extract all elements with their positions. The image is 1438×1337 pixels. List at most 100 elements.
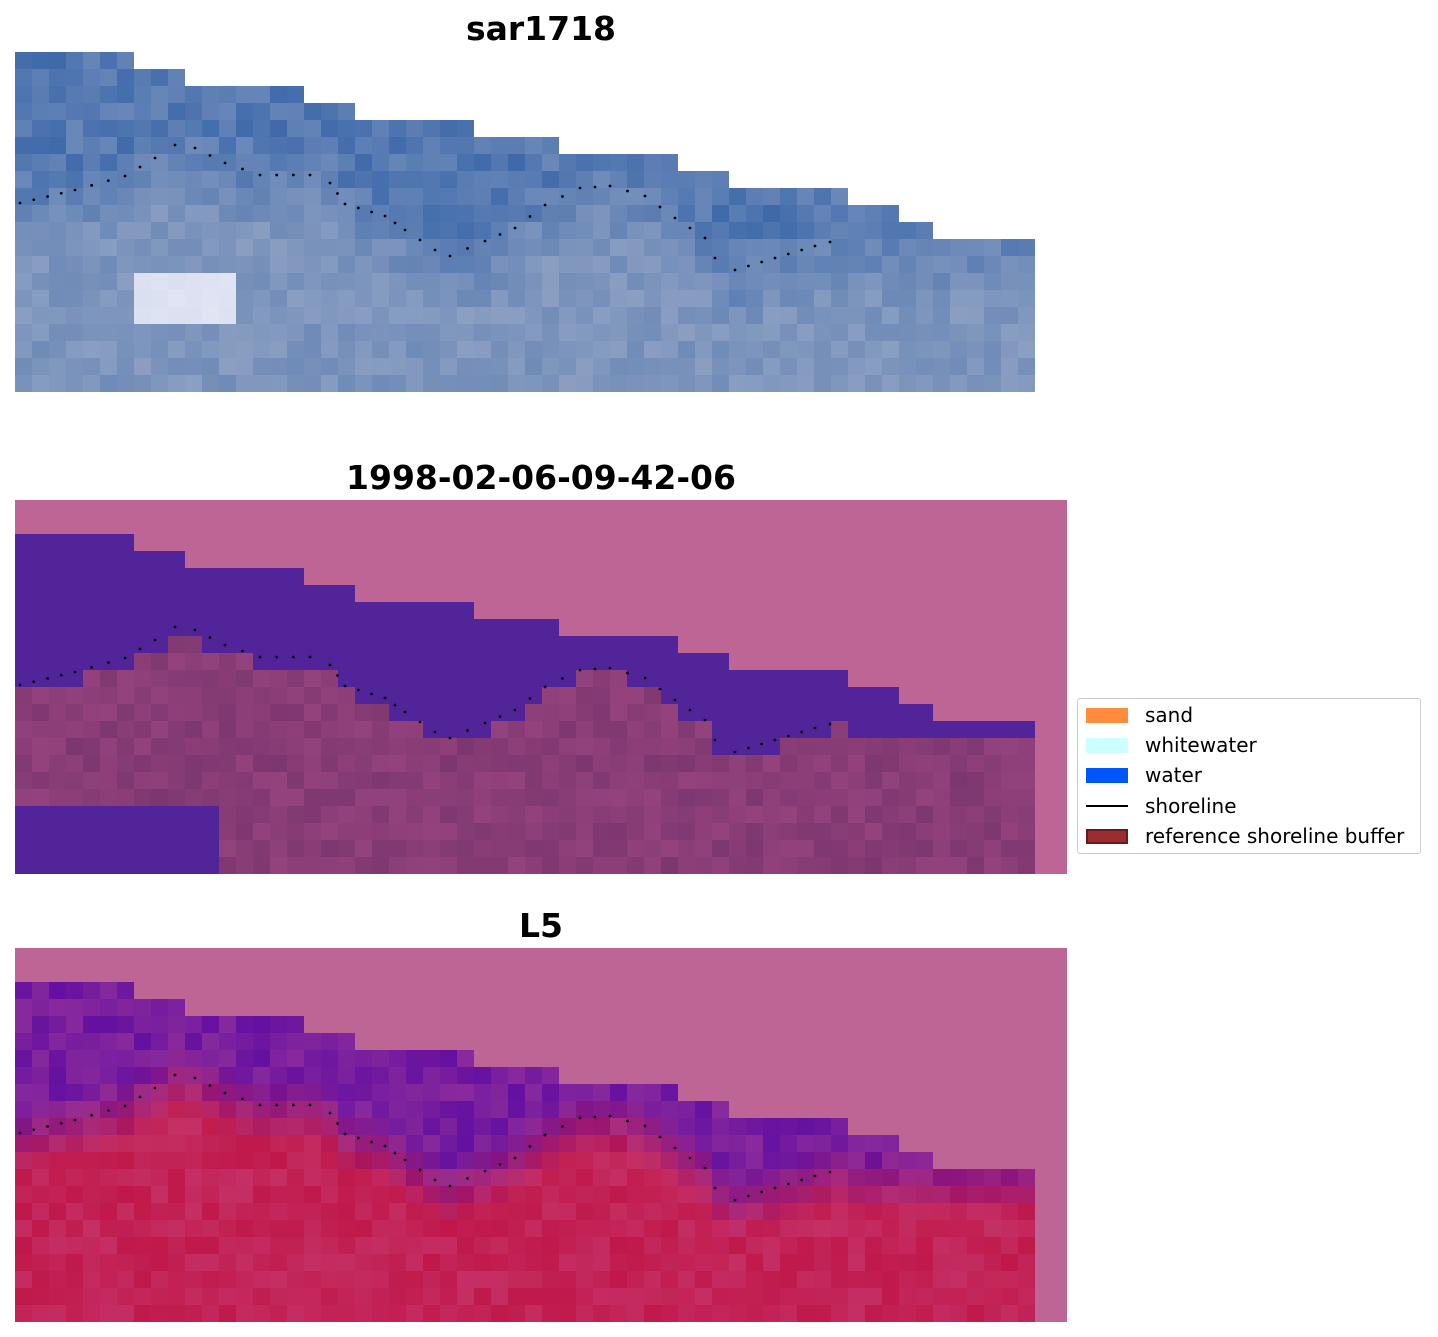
pixel [287,273,304,290]
pixel [15,222,32,239]
pixel [440,171,457,188]
pixel [287,738,304,755]
pixel [882,358,899,375]
pixel [49,1118,66,1135]
pixel [814,857,831,874]
pixel [882,290,899,307]
pixel [338,857,355,874]
shoreline-point [403,710,407,714]
pixel [117,772,134,789]
pixel [66,341,83,358]
pixel [32,290,49,307]
legend-item-water: water [1086,763,1202,787]
pixel [219,619,236,636]
pixel [219,341,236,358]
pixel [644,1118,661,1135]
pixel [355,755,372,772]
pixel [457,1101,474,1118]
pixel [593,188,610,205]
pixel [491,205,508,222]
pixel [134,324,151,341]
pixel [406,857,423,874]
pixel [66,52,83,69]
pixel [15,103,32,120]
pixel [219,857,236,874]
pixel [814,755,831,772]
shoreline-point [123,174,127,178]
pixel [508,653,525,670]
pixel [372,256,389,273]
pixel [287,137,304,154]
pixel [865,1220,882,1237]
pixel [134,823,151,840]
pixel [1018,755,1035,772]
pixel [355,137,372,154]
pixel [32,1101,49,1118]
pixel [746,721,763,738]
shoreline-point [328,181,332,185]
pixel [168,840,185,857]
pixel [321,103,338,120]
pixel [15,154,32,171]
pixel [372,806,389,823]
legend-label: water [1145,763,1202,787]
pixel [15,1050,32,1067]
pixel [372,704,389,721]
pixel [185,1220,202,1237]
pixel [559,358,576,375]
pixel [253,772,270,789]
pixel [32,52,49,69]
pixel [270,1254,287,1271]
pixel [168,273,185,290]
pixel [423,375,440,392]
pixel [712,341,729,358]
pixel [661,1237,678,1254]
pixel [899,1254,916,1271]
pixel [32,602,49,619]
pixel [780,1118,797,1135]
pixel [287,789,304,806]
pixel [134,1033,151,1050]
pixel [32,307,49,324]
pixel [287,307,304,324]
pixel [372,1288,389,1305]
pixel [899,823,916,840]
pixel [66,1050,83,1067]
pixel [304,273,321,290]
pixel [967,239,984,256]
pixel [270,857,287,874]
pixel [1018,840,1035,857]
pixel [15,551,32,568]
pixel [763,1305,780,1322]
pixel [253,704,270,721]
pixel [100,1203,117,1220]
pixel [678,653,695,670]
pixel [168,585,185,602]
pixel [678,755,695,772]
pixel [865,857,882,874]
pixel [508,857,525,874]
pixel [236,307,253,324]
pixel [15,789,32,806]
pixel [457,1203,474,1220]
pixel [1018,358,1035,375]
pixel [559,154,576,171]
pixel [338,755,355,772]
pixel [304,1033,321,1050]
pixel [746,222,763,239]
pixel [474,256,491,273]
pixel [66,585,83,602]
legend-item-whitewater: whitewater [1086,733,1257,757]
pixel [15,1135,32,1152]
pixel [270,103,287,120]
pixel [304,188,321,205]
pixel [661,375,678,392]
pixel [83,840,100,857]
pixel [168,1152,185,1169]
pixel [134,1152,151,1169]
pixel [219,1203,236,1220]
pixel [372,738,389,755]
pixel [814,273,831,290]
pixel [355,1220,372,1237]
pixel [66,738,83,755]
